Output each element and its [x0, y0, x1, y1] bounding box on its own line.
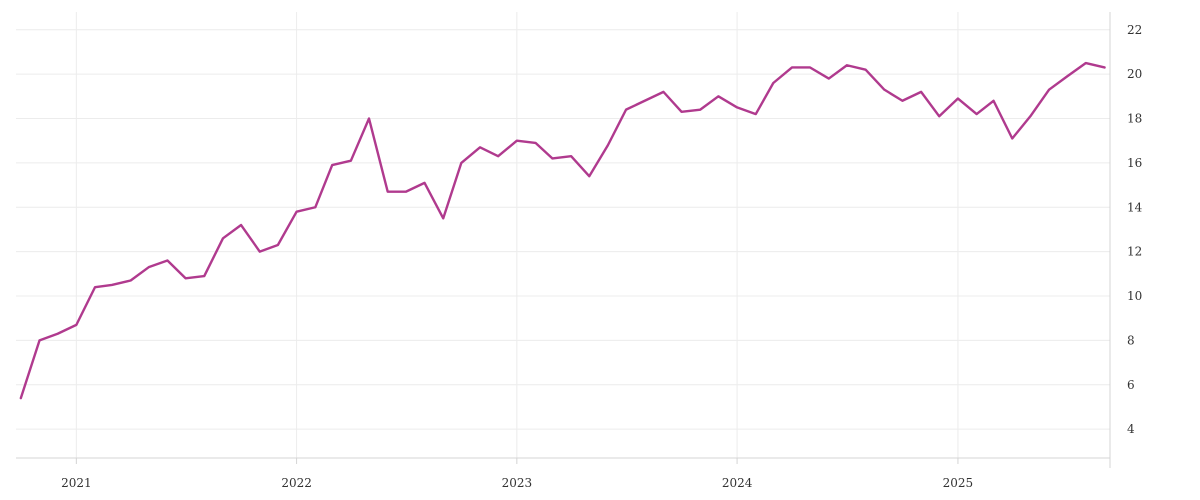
x-tick-label: 2023	[502, 476, 533, 490]
y-tick-label: 18	[1127, 112, 1142, 126]
x-tick-label: 2024	[722, 476, 753, 490]
series-line	[19, 61, 1106, 400]
y-tick-label: 22	[1127, 23, 1142, 37]
x-gridlines	[75, 12, 959, 458]
axes	[16, 12, 1111, 468]
series-group	[19, 61, 1106, 400]
x-tick-label: 2025	[943, 476, 974, 490]
y-tick-label: 4	[1127, 422, 1135, 436]
y-tick-label: 20	[1127, 67, 1142, 81]
y-tick-label: 16	[1127, 156, 1142, 170]
y-tick-label: 12	[1127, 245, 1142, 259]
y-tick-labels: 4 6 8 10 12 14 16 18 20 22	[1127, 23, 1143, 436]
y-tick-label: 8	[1127, 333, 1135, 347]
y-tick-label: 14	[1127, 200, 1143, 214]
x-tick-labels: 2021 2022 2023 2024 2025	[61, 476, 973, 490]
y-tick-label: 10	[1127, 289, 1142, 303]
y-gridlines	[16, 29, 1110, 430]
x-tick-label: 2022	[281, 476, 312, 490]
y-tick-label: 6	[1127, 378, 1135, 392]
x-tick-label: 2021	[61, 476, 92, 490]
